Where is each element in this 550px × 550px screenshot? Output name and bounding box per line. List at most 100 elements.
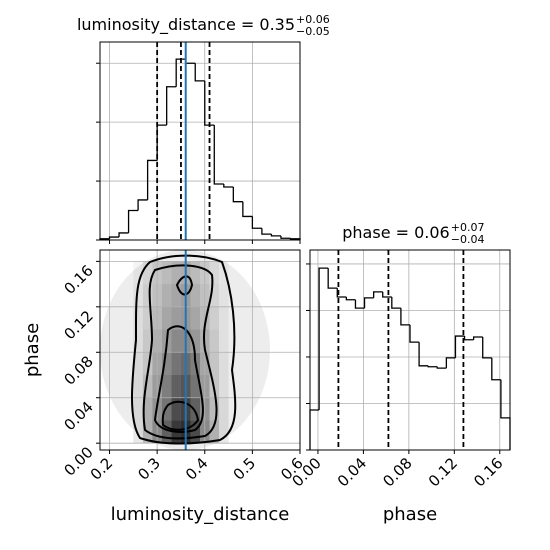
y-tick-label: 0.12 <box>60 307 96 343</box>
histogram-step <box>223 184 234 188</box>
y-axis-label: phase <box>22 323 43 377</box>
histogram-step <box>482 336 492 359</box>
title-subscript: −0.05 <box>296 25 330 38</box>
density-cell <box>219 375 229 398</box>
histogram-step <box>251 216 262 229</box>
histogram-step <box>118 232 129 238</box>
x-tick-label: 0.5 <box>230 454 260 484</box>
y-tick-label: 0.08 <box>60 352 96 388</box>
density-cell <box>142 375 153 398</box>
histogram-step <box>363 297 374 309</box>
y-tick-label: 0.16 <box>60 261 96 297</box>
density-cell <box>190 397 200 421</box>
axes-frame <box>309 249 511 451</box>
histogram-step <box>491 357 501 381</box>
density-cell <box>171 352 181 375</box>
x-tick-label: 0.04 <box>334 454 370 490</box>
histogram-step <box>185 59 196 64</box>
histogram-step <box>127 209 139 233</box>
histogram-step <box>204 80 215 126</box>
histogram-step <box>327 268 338 289</box>
histogram-step <box>194 63 205 82</box>
histogram-step <box>391 296 401 309</box>
y-tick-label: 0.04 <box>60 398 96 434</box>
density-cell <box>142 329 153 353</box>
x-tick-label: 0.3 <box>134 454 164 484</box>
density-cell <box>161 261 172 285</box>
histogram-step <box>146 159 158 200</box>
density-cell <box>142 284 153 307</box>
histogram-step <box>175 58 186 87</box>
density-cell <box>171 329 181 353</box>
density-cell <box>142 306 153 330</box>
histogram-step <box>500 379 511 450</box>
histogram-step <box>418 342 429 367</box>
axes-frame <box>99 41 301 241</box>
density-cell <box>171 397 181 421</box>
histogram-step <box>400 308 410 326</box>
density-cell <box>171 261 181 285</box>
histogram-step <box>463 336 474 341</box>
histogram-step <box>270 234 281 237</box>
density-cell <box>219 306 229 330</box>
histogram-step <box>318 267 329 410</box>
density-cell <box>219 352 229 375</box>
density-cell <box>219 397 229 421</box>
histogram-step <box>242 201 253 218</box>
density-cell <box>161 284 172 307</box>
histogram-step <box>354 299 365 309</box>
x-tick-label: 0.08 <box>379 454 415 490</box>
axes-frame <box>99 249 301 451</box>
histogram-step <box>409 324 420 343</box>
title-superscript: +0.07 <box>451 221 485 234</box>
density-cell <box>171 375 181 398</box>
density-cell <box>171 284 181 307</box>
histogram-step <box>372 291 383 298</box>
density-cell <box>133 306 143 330</box>
density-cell <box>133 420 143 444</box>
density-cell <box>209 397 220 421</box>
density-cell <box>133 397 143 421</box>
x-tick-label: 0.16 <box>470 454 506 490</box>
density-cell <box>133 375 143 398</box>
density-cell <box>133 352 143 375</box>
density-cell <box>209 306 220 330</box>
density-cell <box>209 352 220 375</box>
chart-title: luminosity_distance = 0.35 <box>77 15 295 35</box>
density-cell <box>219 329 229 353</box>
density-cell <box>142 397 153 421</box>
density-cell <box>190 420 200 444</box>
histogram-step <box>345 296 356 301</box>
density-cell <box>209 329 220 353</box>
x-axis-label: luminosity_distance <box>111 504 290 525</box>
density-cell <box>133 284 143 307</box>
histogram-step <box>280 235 291 239</box>
histogram-step <box>213 125 224 185</box>
histogram-step <box>137 199 148 211</box>
contours <box>131 254 237 445</box>
chart-title: phase = 0.06 <box>342 223 449 242</box>
histogram-step <box>166 86 177 126</box>
histogram-step <box>445 357 456 369</box>
density-cell <box>171 306 181 330</box>
density-cell <box>190 375 200 398</box>
title-superscript: +0.06 <box>296 13 330 26</box>
density-cell <box>190 284 200 307</box>
title-subscript: −0.04 <box>451 233 485 246</box>
density-cell <box>133 329 143 353</box>
density-cell <box>142 261 153 285</box>
density-cell <box>209 284 220 307</box>
density-cell <box>190 261 200 285</box>
x-tick-label: 0.12 <box>425 454 461 490</box>
density-cell <box>161 352 172 375</box>
histogram-step <box>382 291 392 298</box>
histogram-step <box>232 186 243 203</box>
density-cell <box>161 420 172 444</box>
histogram-step <box>427 365 438 368</box>
density-cell <box>190 306 200 330</box>
density-cell <box>161 375 172 398</box>
histogram-step <box>261 228 272 235</box>
histogram-step <box>436 366 447 369</box>
histogram-step <box>108 236 120 239</box>
